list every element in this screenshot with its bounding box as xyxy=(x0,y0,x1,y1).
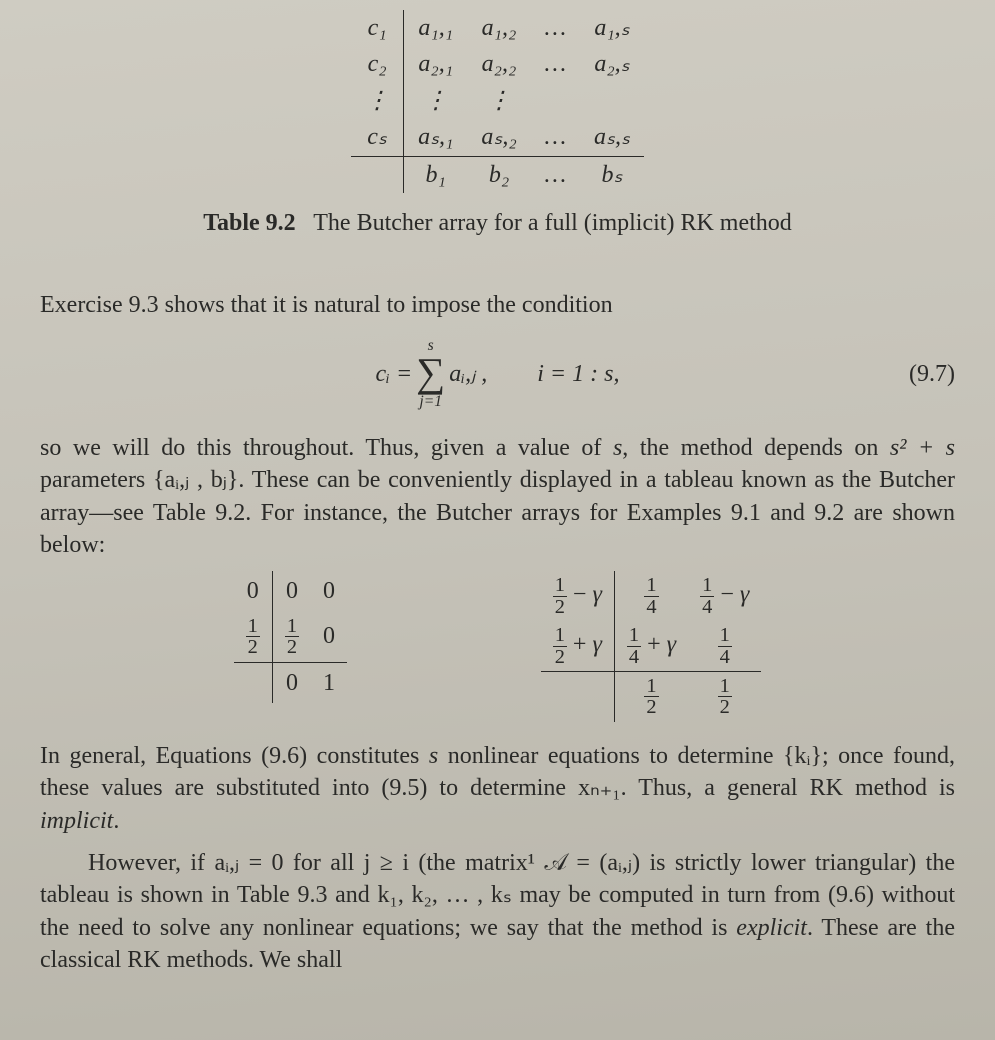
page: c₁ a₁,₁ a₁,₂ … a₁,ₛ c₂ a₂,₁ a₂,₂ … a₂,ₛ … xyxy=(0,0,995,1040)
cell: 12 xyxy=(614,671,688,721)
cell: 0 xyxy=(311,612,347,662)
cell: 12 xyxy=(272,612,311,662)
cell: aₛ,ₛ xyxy=(580,119,644,156)
cell: a₂,ₛ xyxy=(580,46,644,82)
cell: … xyxy=(531,119,580,156)
cell: 14 + γ xyxy=(614,621,688,671)
cell xyxy=(531,83,580,119)
cell: ⋮ xyxy=(351,83,404,119)
paragraph: Exercise 9.3 shows that it is natural to… xyxy=(40,289,955,321)
var-s: s xyxy=(429,743,438,769)
equation-number: (9.7) xyxy=(909,358,955,390)
cell: 0 xyxy=(311,571,347,611)
caption-text: The Butcher array for a full (implicit) … xyxy=(313,210,792,236)
cell xyxy=(580,83,644,119)
caption-label: Table 9.2 xyxy=(203,210,295,236)
text: , the method depends on xyxy=(622,435,890,461)
cell: a₂,₁ xyxy=(404,46,468,82)
cell xyxy=(541,671,615,721)
text: In general, Equations (9.6) constitutes xyxy=(40,743,429,769)
cell: aₛ,₂ xyxy=(467,119,530,156)
table-caption: Table 9.2 The Butcher array for a full (… xyxy=(40,207,955,239)
cell: aₛ,₁ xyxy=(404,119,468,156)
cell: a₁,ₛ xyxy=(580,10,644,46)
cell: a₁,₂ xyxy=(467,10,530,46)
cell: ⋮ xyxy=(404,83,468,119)
cell: a₂,₂ xyxy=(467,46,530,82)
cell: 14 xyxy=(614,571,688,621)
paragraph: In general, Equations (9.6) constitutes … xyxy=(40,740,955,837)
sum-lower: j=1 xyxy=(416,394,445,410)
equation-9-7: cᵢ = s ∑ j=1 aᵢ,ⱼ , i = 1 : s, (9.7) xyxy=(40,334,955,414)
term-implicit: implicit xyxy=(40,808,113,834)
cell: ⋮ xyxy=(467,83,530,119)
cell: 14 − γ xyxy=(688,571,761,621)
cell: 0 xyxy=(272,571,311,611)
text: parameters {aᵢ,ⱼ , bⱼ}. These can be con… xyxy=(40,467,955,558)
text: . xyxy=(113,808,119,834)
cell: cₛ xyxy=(351,119,404,156)
cell: a₁,₁ xyxy=(404,10,468,46)
cell: c₂ xyxy=(351,46,404,82)
cell: b₂ xyxy=(467,156,530,193)
cell: … xyxy=(531,10,580,46)
sum-symbol: s ∑ j=1 xyxy=(416,338,445,410)
sigma-icon: ∑ xyxy=(416,353,445,394)
paragraph: so we will do this throughout. Thus, giv… xyxy=(40,432,955,562)
cell: 14 xyxy=(688,621,761,671)
cell: 12 + γ xyxy=(541,621,615,671)
cell: 1 xyxy=(311,662,347,703)
cell: 12 − γ xyxy=(541,571,615,621)
example-tableaux-row: 0 0 0 12 12 0 0 1 12 − γ 14 14 − γ xyxy=(40,571,955,721)
cell: … xyxy=(531,46,580,82)
text: so we will do this throughout. Thus, giv… xyxy=(40,435,613,461)
butcher-array-table: c₁ a₁,₁ a₁,₂ … a₁,ₛ c₂ a₂,₁ a₂,₂ … a₂,ₛ … xyxy=(351,10,644,193)
var-s: s xyxy=(613,435,622,461)
tableau-example-9-1: 0 0 0 12 12 0 0 1 xyxy=(234,571,347,703)
cell: bₛ xyxy=(580,156,644,193)
tableau-example-9-2: 12 − γ 14 14 − γ 12 + γ 14 + γ 14 12 12 xyxy=(541,571,762,721)
eq-summand: aᵢ,ⱼ , xyxy=(449,358,487,390)
cell: 12 xyxy=(688,671,761,721)
cell: c₁ xyxy=(351,10,404,46)
cell: … xyxy=(531,156,580,193)
cell xyxy=(351,156,404,193)
cell: 0 xyxy=(272,662,311,703)
expr: s² + s xyxy=(890,435,955,461)
cell: 0 xyxy=(234,571,273,611)
cell xyxy=(234,662,273,703)
eq-lhs: cᵢ = xyxy=(376,358,413,390)
eq-range: i = 1 : s, xyxy=(537,358,619,390)
cell: b₁ xyxy=(404,156,468,193)
cell: 12 xyxy=(234,612,273,662)
term-explicit: explicit xyxy=(736,915,807,941)
paragraph: However, if aᵢ,ⱼ = 0 for all j ≥ i (the … xyxy=(40,847,955,977)
